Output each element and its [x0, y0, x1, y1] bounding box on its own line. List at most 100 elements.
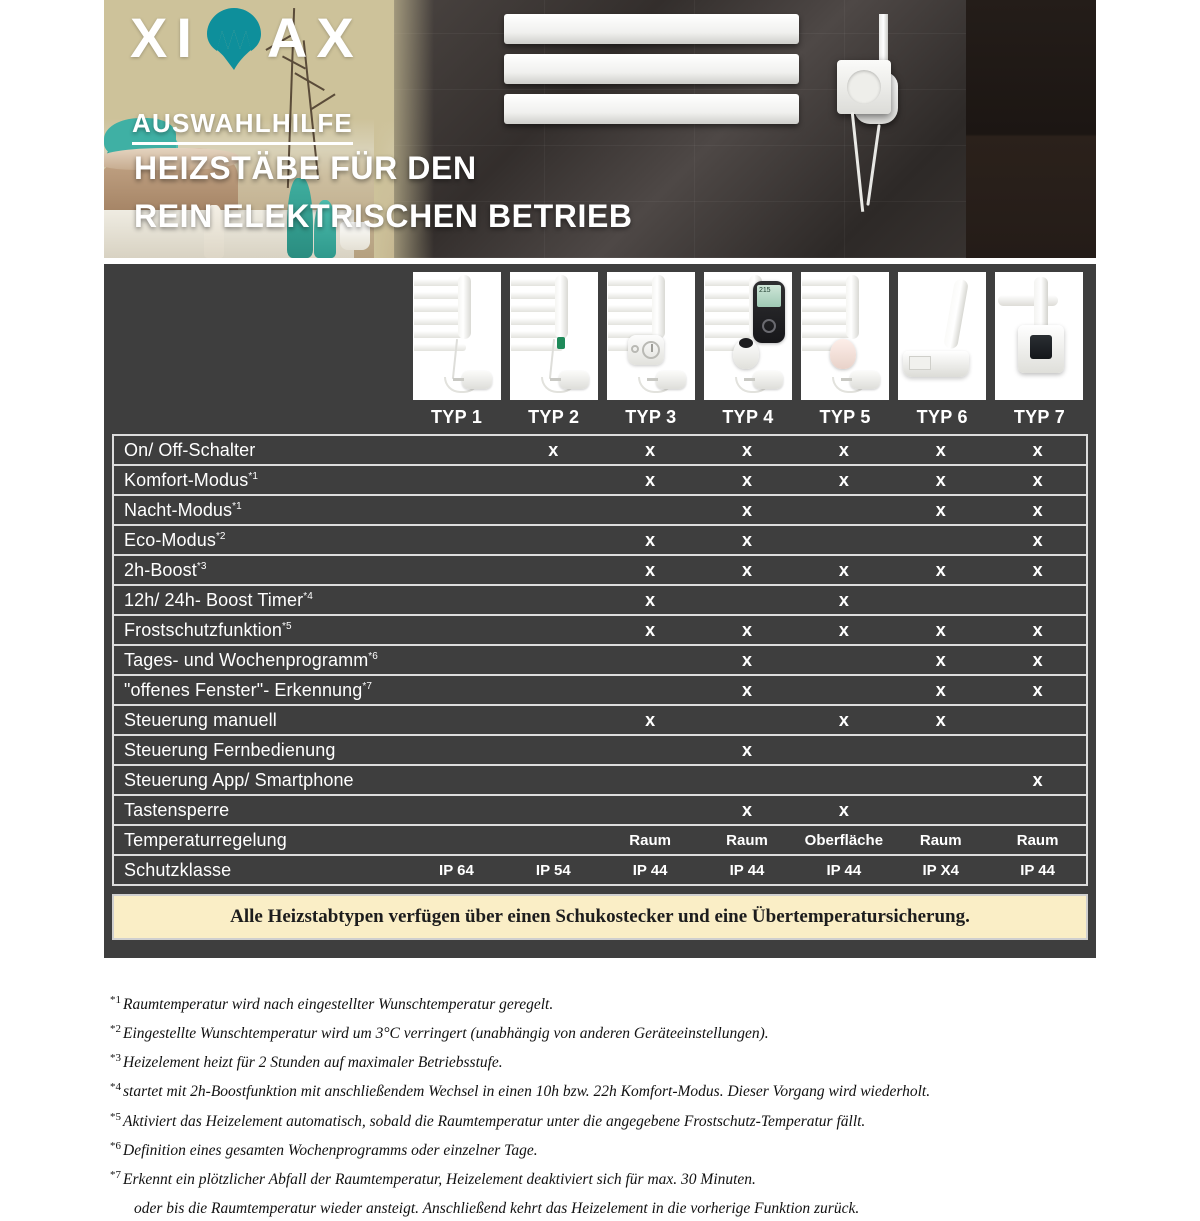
row-label: Tastensperre	[124, 799, 230, 820]
footnote-text: Definition eines gesamten Wochenprogramm…	[123, 1141, 538, 1159]
row-label: Temperaturregelung	[124, 829, 287, 850]
product-image-typ-6	[898, 272, 987, 400]
table-cell: IP 44	[729, 861, 765, 879]
table-cell: x	[645, 559, 656, 580]
table-cell: x	[645, 469, 656, 490]
table-footer-note: Alle Heizstabtypen verfügen über einen S…	[112, 894, 1088, 940]
plug-icon	[646, 371, 686, 389]
table-row: Komfort-Modus*1 x x x x x	[112, 466, 1088, 496]
remote-dpad-icon	[761, 319, 776, 333]
footnote-marker: *5	[110, 1110, 121, 1123]
table-cell: x	[935, 499, 946, 520]
table-cell: x	[935, 619, 946, 640]
table-cell: x	[935, 469, 946, 490]
product-image-typ-1	[412, 272, 501, 400]
row-label: Frostschutzfunktion*5	[124, 619, 292, 640]
radiator-pipe	[879, 14, 888, 72]
remote-display-icon	[756, 285, 781, 307]
table-cell: x	[1032, 619, 1043, 640]
product-image-typ-7	[995, 272, 1084, 400]
rotary-dial-icon	[641, 341, 660, 359]
row-label-superscript: *5	[281, 620, 292, 632]
row-label-superscript: *1	[248, 470, 258, 482]
radiator-panel-3	[504, 94, 799, 124]
comparison-table-panel: TYP 1 TYP 2	[104, 264, 1096, 958]
table-cell: Raum	[919, 831, 962, 849]
footnote-marker: *4	[110, 1081, 121, 1094]
table-column-typ-1: TYP 1	[408, 272, 505, 434]
vase-decor-c	[204, 205, 224, 258]
table-cell: Oberfläche	[804, 831, 884, 849]
cup-decor	[340, 222, 370, 250]
table-row: Tages- und Wochenprogramm*6 x x x	[112, 646, 1088, 676]
table-cell: x	[742, 559, 753, 580]
wall-socket	[837, 60, 891, 114]
table-cell: x	[1032, 679, 1043, 700]
product-image-typ-3	[606, 272, 695, 400]
hero-banner: XI AX AUSWAHLHILFE HEIZSTÄBE FÜR DEN REI…	[104, 0, 1096, 258]
row-label: Steuerung Fernbedienung	[124, 739, 336, 760]
row-label: Tages- und Wochenprogramm*6	[124, 649, 378, 670]
table-cell: x	[742, 649, 753, 670]
footnote-marker: *6	[110, 1139, 121, 1152]
row-label-superscript: *4	[303, 590, 313, 602]
table-cell: x	[645, 439, 656, 460]
table-cell: IP 54	[535, 861, 571, 879]
hero-gradient-fade	[374, 0, 434, 258]
row-label: Eco-Modus*2	[124, 529, 226, 550]
row-label-superscript: *2	[215, 530, 226, 542]
logo-text-left: XI	[130, 6, 201, 69]
table-cell: x	[742, 529, 753, 550]
table-cell: x	[838, 619, 849, 640]
footnote-marker: *2	[110, 1023, 121, 1036]
footnote-marker: *1	[110, 994, 121, 1006]
table-cell: x	[1032, 529, 1043, 550]
table-cell: x	[645, 619, 656, 640]
table-row: Steuerung App/ Smartphone x	[112, 766, 1088, 796]
table-row: Eco-Modus*2 x x x	[112, 526, 1088, 556]
table-row: Steuerung manuell x x x	[112, 706, 1088, 736]
table-row: Steuerung Fernbedienung x	[112, 736, 1088, 766]
bathtub-rim-decor	[104, 148, 238, 170]
table-cell: x	[838, 799, 849, 820]
rail-horizontal-bar-icon	[998, 295, 1059, 306]
radiator-panel-1	[504, 14, 799, 44]
table-cell: Raum	[726, 831, 768, 849]
table-cell: x	[935, 679, 946, 700]
column-label-typ-5: TYP 5	[819, 407, 871, 427]
wall-socket-inner	[847, 70, 881, 104]
table-column-typ-6: TYP 6	[894, 272, 991, 434]
footnote: *7 Erkennt ein plötzlicher Abfall der Rau…	[110, 1163, 1110, 1192]
surface-thermostat-icon	[830, 339, 857, 369]
table-cell: IP 44	[826, 861, 862, 879]
row-label: Nacht-Modus*1	[124, 499, 242, 520]
table-body: On/ Off-Schalter x x x x x x Komfort-Modus*1 x x x…	[112, 434, 1088, 886]
table-row: Tastensperre x x	[112, 796, 1088, 826]
table-cell: x	[935, 439, 946, 460]
led-switch-icon	[556, 337, 565, 349]
footnote: *1 Raumtemperatur wird nach eingestellter…	[110, 988, 1110, 1017]
footnote-text: Heizelement heizt für 2 Stunden auf maxi…	[123, 1054, 503, 1072]
hero-radiator-image	[504, 14, 898, 206]
table-cell: x	[838, 589, 849, 610]
row-label-superscript: *6	[368, 650, 378, 662]
footnote: *6 Definition eines gesamten Wochenprogra…	[110, 1134, 1110, 1163]
product-image-typ-5	[801, 272, 890, 400]
column-label-typ-3: TYP 3	[625, 407, 677, 427]
table-cell: x	[838, 469, 849, 490]
table-cell: IP 64	[439, 861, 474, 879]
hero-headline-line-1: HEIZSTÄBE FÜR DEN	[134, 150, 477, 186]
table-row: 12h/ 24h- Boost Timer*4 x x	[112, 586, 1088, 616]
table-cell: x	[645, 709, 656, 730]
ximax-logo: XI AX	[130, 6, 363, 70]
rail-vertical-pipe-icon	[1034, 277, 1049, 331]
row-label-superscript: *1	[232, 500, 242, 512]
table-column-typ-4: TYP 4	[699, 272, 796, 434]
heating-rod-icon	[457, 275, 471, 339]
column-label-typ-2: TYP 2	[528, 407, 580, 427]
towel-rail-bars-icon	[802, 279, 855, 357]
row-label: Steuerung App/ Smartphone	[124, 769, 354, 790]
footnote: *3 Heizelement heizt für 2 Stunden auf ma…	[110, 1046, 1110, 1075]
row-label: Schutzklasse	[124, 859, 232, 880]
